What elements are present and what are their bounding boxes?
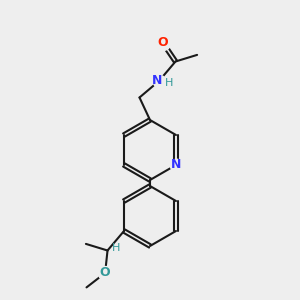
Text: H: H	[164, 78, 173, 88]
Text: O: O	[158, 36, 168, 50]
Text: H: H	[112, 243, 120, 253]
Text: N: N	[171, 158, 181, 172]
Text: O: O	[100, 266, 110, 280]
Text: N: N	[152, 74, 163, 88]
